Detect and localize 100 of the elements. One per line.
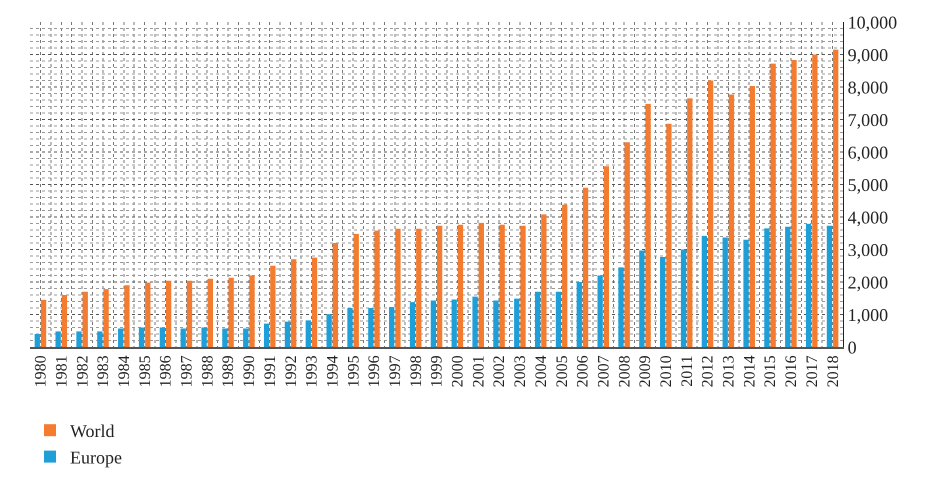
bar	[624, 142, 630, 347]
bar	[97, 331, 102, 347]
y-tick-label: 1,000	[848, 304, 888, 325]
bar	[264, 324, 270, 347]
x-tick-label: 2010	[658, 355, 676, 388]
x-tick-label: 1988	[199, 355, 216, 388]
bar	[145, 282, 150, 347]
bar	[826, 226, 832, 347]
bar	[458, 224, 464, 347]
y-tick-label: 7,000	[848, 110, 888, 130]
bar	[201, 328, 207, 347]
bar	[806, 224, 812, 347]
bar	[556, 292, 562, 347]
bar	[430, 300, 436, 347]
x-tick-label: 1981	[53, 355, 70, 388]
bar	[76, 331, 82, 347]
bar	[722, 237, 728, 347]
bar	[660, 256, 666, 347]
x-tick-label: 1985	[136, 355, 154, 388]
bar	[702, 236, 708, 347]
bar	[452, 300, 457, 347]
bar	[389, 307, 394, 347]
x-tick-label: 1983	[95, 355, 112, 388]
bar	[186, 280, 192, 347]
bar	[208, 278, 213, 347]
x-tick-label: 1991	[262, 355, 279, 388]
bar	[472, 296, 478, 347]
bar	[750, 86, 755, 347]
bar	[374, 230, 380, 347]
bar	[291, 259, 296, 347]
bar	[410, 302, 416, 347]
bar	[416, 228, 422, 347]
x-tick-label: 2013	[720, 355, 738, 388]
bar	[284, 322, 290, 347]
x-tick-label: 2017	[804, 355, 821, 388]
x-tick-label: 1984	[116, 355, 134, 388]
x-tick-label: 2016	[783, 355, 800, 388]
x-tick-label: 2000	[450, 355, 467, 388]
bar	[180, 328, 186, 347]
bar	[368, 308, 374, 347]
bar	[534, 292, 540, 347]
x-tick-label: 1987	[178, 355, 196, 388]
bar	[55, 331, 61, 347]
bar	[478, 222, 484, 347]
bar	[82, 292, 88, 347]
bar	[666, 124, 672, 347]
x-tick-label: 1989	[220, 355, 238, 388]
y-tick-label: 4,000	[848, 207, 888, 228]
x-tick-label: 1993	[304, 355, 321, 388]
x-tick-label: 2006	[574, 355, 592, 388]
bar	[645, 104, 651, 347]
bar	[118, 328, 124, 347]
x-tick-label: 2011	[678, 355, 696, 387]
x-tick-label: 2002	[491, 355, 508, 388]
x-tick-label: 2007	[595, 355, 612, 388]
bar	[604, 166, 610, 347]
x-tick-label: 1998	[408, 355, 425, 388]
bar	[770, 64, 776, 347]
x-tick-label: 2008	[616, 355, 634, 388]
bar	[493, 300, 499, 347]
y-tick-label: 5,000	[848, 174, 888, 195]
legend-label: Europe	[70, 448, 122, 468]
bar	[312, 258, 318, 347]
bar	[222, 328, 228, 347]
bar	[576, 282, 582, 347]
bar	[687, 98, 692, 347]
bar	[743, 240, 749, 347]
bar	[785, 226, 790, 347]
bar	[680, 250, 686, 347]
bar	[40, 300, 46, 347]
bar	[103, 289, 109, 347]
bar	[436, 226, 442, 347]
bar	[639, 250, 644, 347]
bar	[500, 224, 505, 347]
y-tick-label: 2,000	[848, 272, 888, 292]
bar	[618, 267, 624, 347]
y-tick-label: 3,000	[848, 240, 888, 260]
bar	[541, 214, 547, 347]
legend-label: World	[70, 421, 115, 442]
x-tick-label: 1999	[428, 355, 446, 388]
bar	[332, 243, 338, 347]
bar	[354, 234, 359, 347]
x-tick-label: 1996	[366, 355, 384, 388]
x-tick-label: 2018	[824, 355, 842, 388]
y-tick-label: 0	[848, 337, 857, 358]
bar	[249, 276, 255, 347]
x-tick-label: 2004	[532, 355, 550, 388]
x-tick-label: 2015	[762, 355, 780, 388]
bar	[833, 50, 838, 347]
bar	[812, 54, 818, 347]
bar	[306, 320, 311, 347]
bar	[166, 280, 172, 347]
bar	[708, 80, 714, 347]
bar	[138, 328, 144, 347]
x-tick-label: 2001	[470, 355, 488, 388]
x-tick-label: 1992	[282, 355, 300, 388]
x-tick-label: 1986	[158, 355, 175, 388]
bar	[347, 308, 353, 347]
y-tick-label: 6,000	[848, 142, 888, 162]
bar	[728, 94, 734, 347]
